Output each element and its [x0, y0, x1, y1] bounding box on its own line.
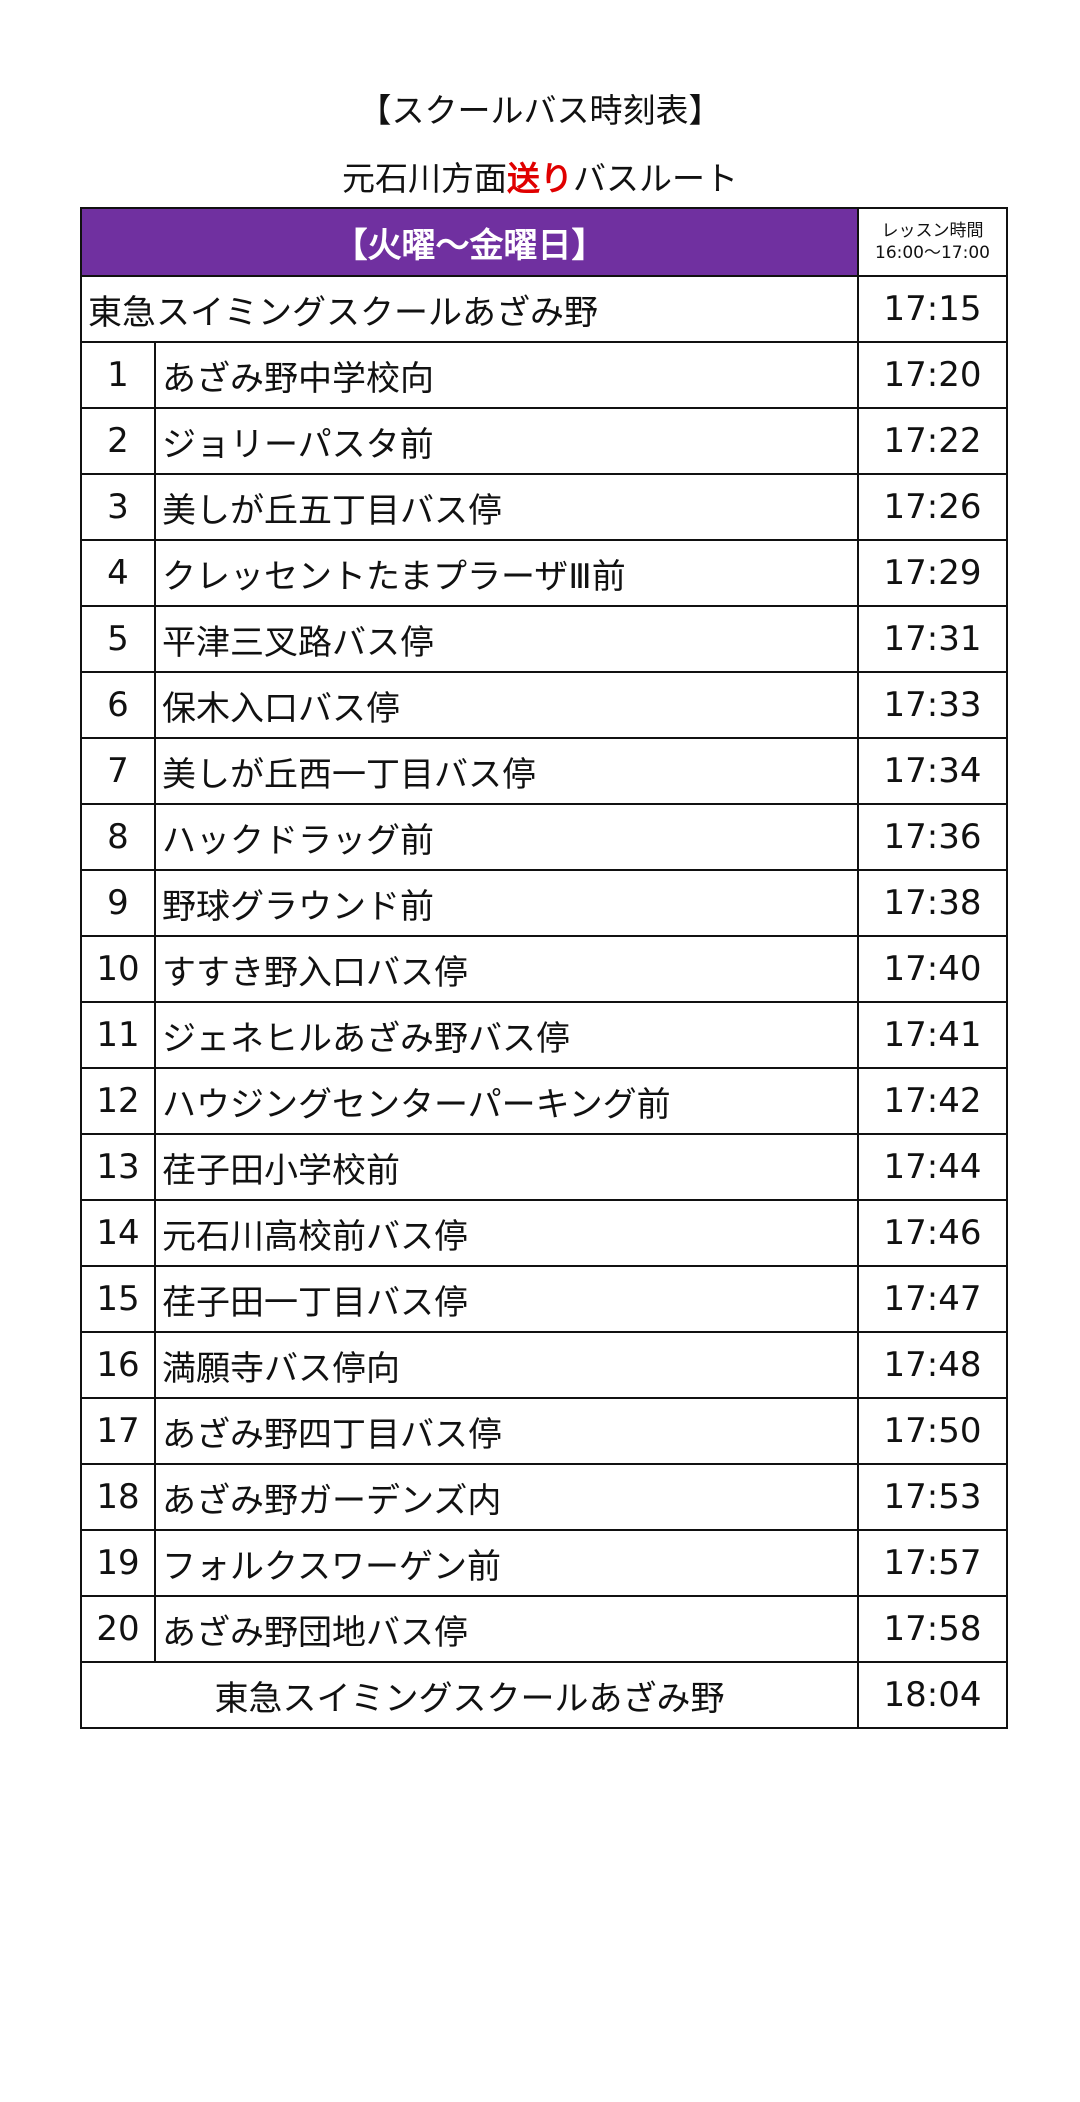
stop-time: 17:42	[857, 1067, 1008, 1135]
table-row: 13 荏子田小学校前 17:44	[80, 1133, 1008, 1201]
route-subtitle: 元石川方面送りバスルート	[0, 152, 1080, 200]
stop-name: 満願寺バス停向	[154, 1331, 859, 1399]
stop-number: 3	[80, 473, 156, 541]
stop-name: あざみ野ガーデンズ内	[154, 1463, 859, 1531]
stop-name: ハウジングセンターパーキング前	[154, 1067, 859, 1135]
stop-time: 17:44	[857, 1133, 1008, 1201]
timetable: 【火曜～金曜日】 レッスン時間 16:00～17:00 東急スイミングスクールあざ…	[80, 207, 1008, 1729]
stop-time: 17:58	[857, 1595, 1008, 1663]
stop-name: あざみ野四丁目バス停	[154, 1397, 859, 1465]
stop-time: 17:34	[857, 737, 1008, 805]
end-row: 東急スイミングスクールあざみ野 18:04	[80, 1661, 1008, 1729]
stop-name: 保木入口バス停	[154, 671, 859, 739]
stop-time: 17:41	[857, 1001, 1008, 1069]
stop-number: 9	[80, 869, 156, 937]
lesson-time-header: レッスン時間 16:00～17:00	[857, 207, 1008, 277]
table-row: 3 美しが丘五丁目バス停 17:26	[80, 473, 1008, 541]
stop-name: あざみ野中学校向	[154, 341, 859, 409]
subtitle-prefix: 元石川方面	[342, 159, 507, 198]
stop-number: 4	[80, 539, 156, 607]
stop-time: 17:22	[857, 407, 1008, 475]
stop-name: 平津三叉路バス停	[154, 605, 859, 673]
lesson-label: レッスン時間	[881, 221, 984, 241]
stop-name: 荏子田一丁目バス停	[154, 1265, 859, 1333]
stop-number: 14	[80, 1199, 156, 1267]
table-row: 18 あざみ野ガーデンズ内 17:53	[80, 1463, 1008, 1531]
stop-number: 18	[80, 1463, 156, 1531]
stop-time: 17:57	[857, 1529, 1008, 1597]
lesson-time: 16:00～17:00	[875, 243, 990, 263]
stop-name: すすき野入口バス停	[154, 935, 859, 1003]
stop-number: 19	[80, 1529, 156, 1597]
table-row: 5 平津三叉路バス停 17:31	[80, 605, 1008, 673]
stop-time: 17:47	[857, 1265, 1008, 1333]
stop-time: 17:31	[857, 605, 1008, 673]
table-row: 9 野球グラウンド前 17:38	[80, 869, 1008, 937]
stop-time: 17:40	[857, 935, 1008, 1003]
stop-name: 野球グラウンド前	[154, 869, 859, 937]
stop-time: 17:29	[857, 539, 1008, 607]
stop-number: 5	[80, 605, 156, 673]
stop-number: 2	[80, 407, 156, 475]
table-row: 4 クレッセントたまプラーザⅢ前 17:29	[80, 539, 1008, 607]
stop-name: クレッセントたまプラーザⅢ前	[154, 539, 859, 607]
start-row: 東急スイミングスクールあざみ野 17:15	[80, 275, 1008, 343]
stop-number: 11	[80, 1001, 156, 1069]
end-time: 18:04	[857, 1661, 1008, 1729]
stop-time: 17:50	[857, 1397, 1008, 1465]
stop-name: 美しが丘五丁目バス停	[154, 473, 859, 541]
end-stop-name: 東急スイミングスクールあざみ野	[80, 1661, 859, 1729]
subtitle-highlight: 送り	[507, 159, 573, 198]
start-time: 17:15	[857, 275, 1008, 343]
table-row: 14 元石川高校前バス停 17:46	[80, 1199, 1008, 1267]
stop-name: フォルクスワーゲン前	[154, 1529, 859, 1597]
subtitle-suffix: バスルート	[573, 159, 738, 198]
stop-time: 17:33	[857, 671, 1008, 739]
table-row: 8 ハックドラッグ前 17:36	[80, 803, 1008, 871]
table-row: 16 満願寺バス停向 17:48	[80, 1331, 1008, 1399]
header-row: 【火曜～金曜日】 レッスン時間 16:00～17:00	[80, 207, 1008, 277]
stop-number: 15	[80, 1265, 156, 1333]
stop-number: 12	[80, 1067, 156, 1135]
table-row: 7 美しが丘西一丁目バス停 17:34	[80, 737, 1008, 805]
days-header: 【火曜～金曜日】	[80, 207, 859, 277]
table-row: 6 保木入口バス停 17:33	[80, 671, 1008, 739]
stop-time: 17:36	[857, 803, 1008, 871]
stop-time: 17:26	[857, 473, 1008, 541]
table-row: 19 フォルクスワーゲン前 17:57	[80, 1529, 1008, 1597]
stop-time: 17:48	[857, 1331, 1008, 1399]
stop-name: ジェネヒルあざみ野バス停	[154, 1001, 859, 1069]
table-row: 2 ジョリーパスタ前 17:22	[80, 407, 1008, 475]
table-row: 1 あざみ野中学校向 17:20	[80, 341, 1008, 409]
start-stop-name: 東急スイミングスクールあざみ野	[80, 275, 859, 343]
table-row: 15 荏子田一丁目バス停 17:47	[80, 1265, 1008, 1333]
stop-number: 16	[80, 1331, 156, 1399]
stop-number: 17	[80, 1397, 156, 1465]
stop-name: 元石川高校前バス停	[154, 1199, 859, 1267]
stop-name: 美しが丘西一丁目バス停	[154, 737, 859, 805]
table-row: 20 あざみ野団地バス停 17:58	[80, 1595, 1008, 1663]
stop-number: 6	[80, 671, 156, 739]
table-row: 12 ハウジングセンターパーキング前 17:42	[80, 1067, 1008, 1135]
stop-name: ハックドラッグ前	[154, 803, 859, 871]
stop-time: 17:20	[857, 341, 1008, 409]
stop-number: 8	[80, 803, 156, 871]
stop-number: 13	[80, 1133, 156, 1201]
stop-name: ジョリーパスタ前	[154, 407, 859, 475]
stop-time: 17:38	[857, 869, 1008, 937]
stop-number: 7	[80, 737, 156, 805]
stop-number: 1	[80, 341, 156, 409]
table-row: 10 すすき野入口バス停 17:40	[80, 935, 1008, 1003]
stop-number: 20	[80, 1595, 156, 1663]
stop-name: 荏子田小学校前	[154, 1133, 859, 1201]
table-row: 11 ジェネヒルあざみ野バス停 17:41	[80, 1001, 1008, 1069]
page-title: 【スクールバス時刻表】	[358, 91, 722, 130]
table-row: 17 あざみ野四丁目バス停 17:50	[80, 1397, 1008, 1465]
stop-time: 17:46	[857, 1199, 1008, 1267]
stop-number: 10	[80, 935, 156, 1003]
stop-name: あざみ野団地バス停	[154, 1595, 859, 1663]
stop-time: 17:53	[857, 1463, 1008, 1531]
